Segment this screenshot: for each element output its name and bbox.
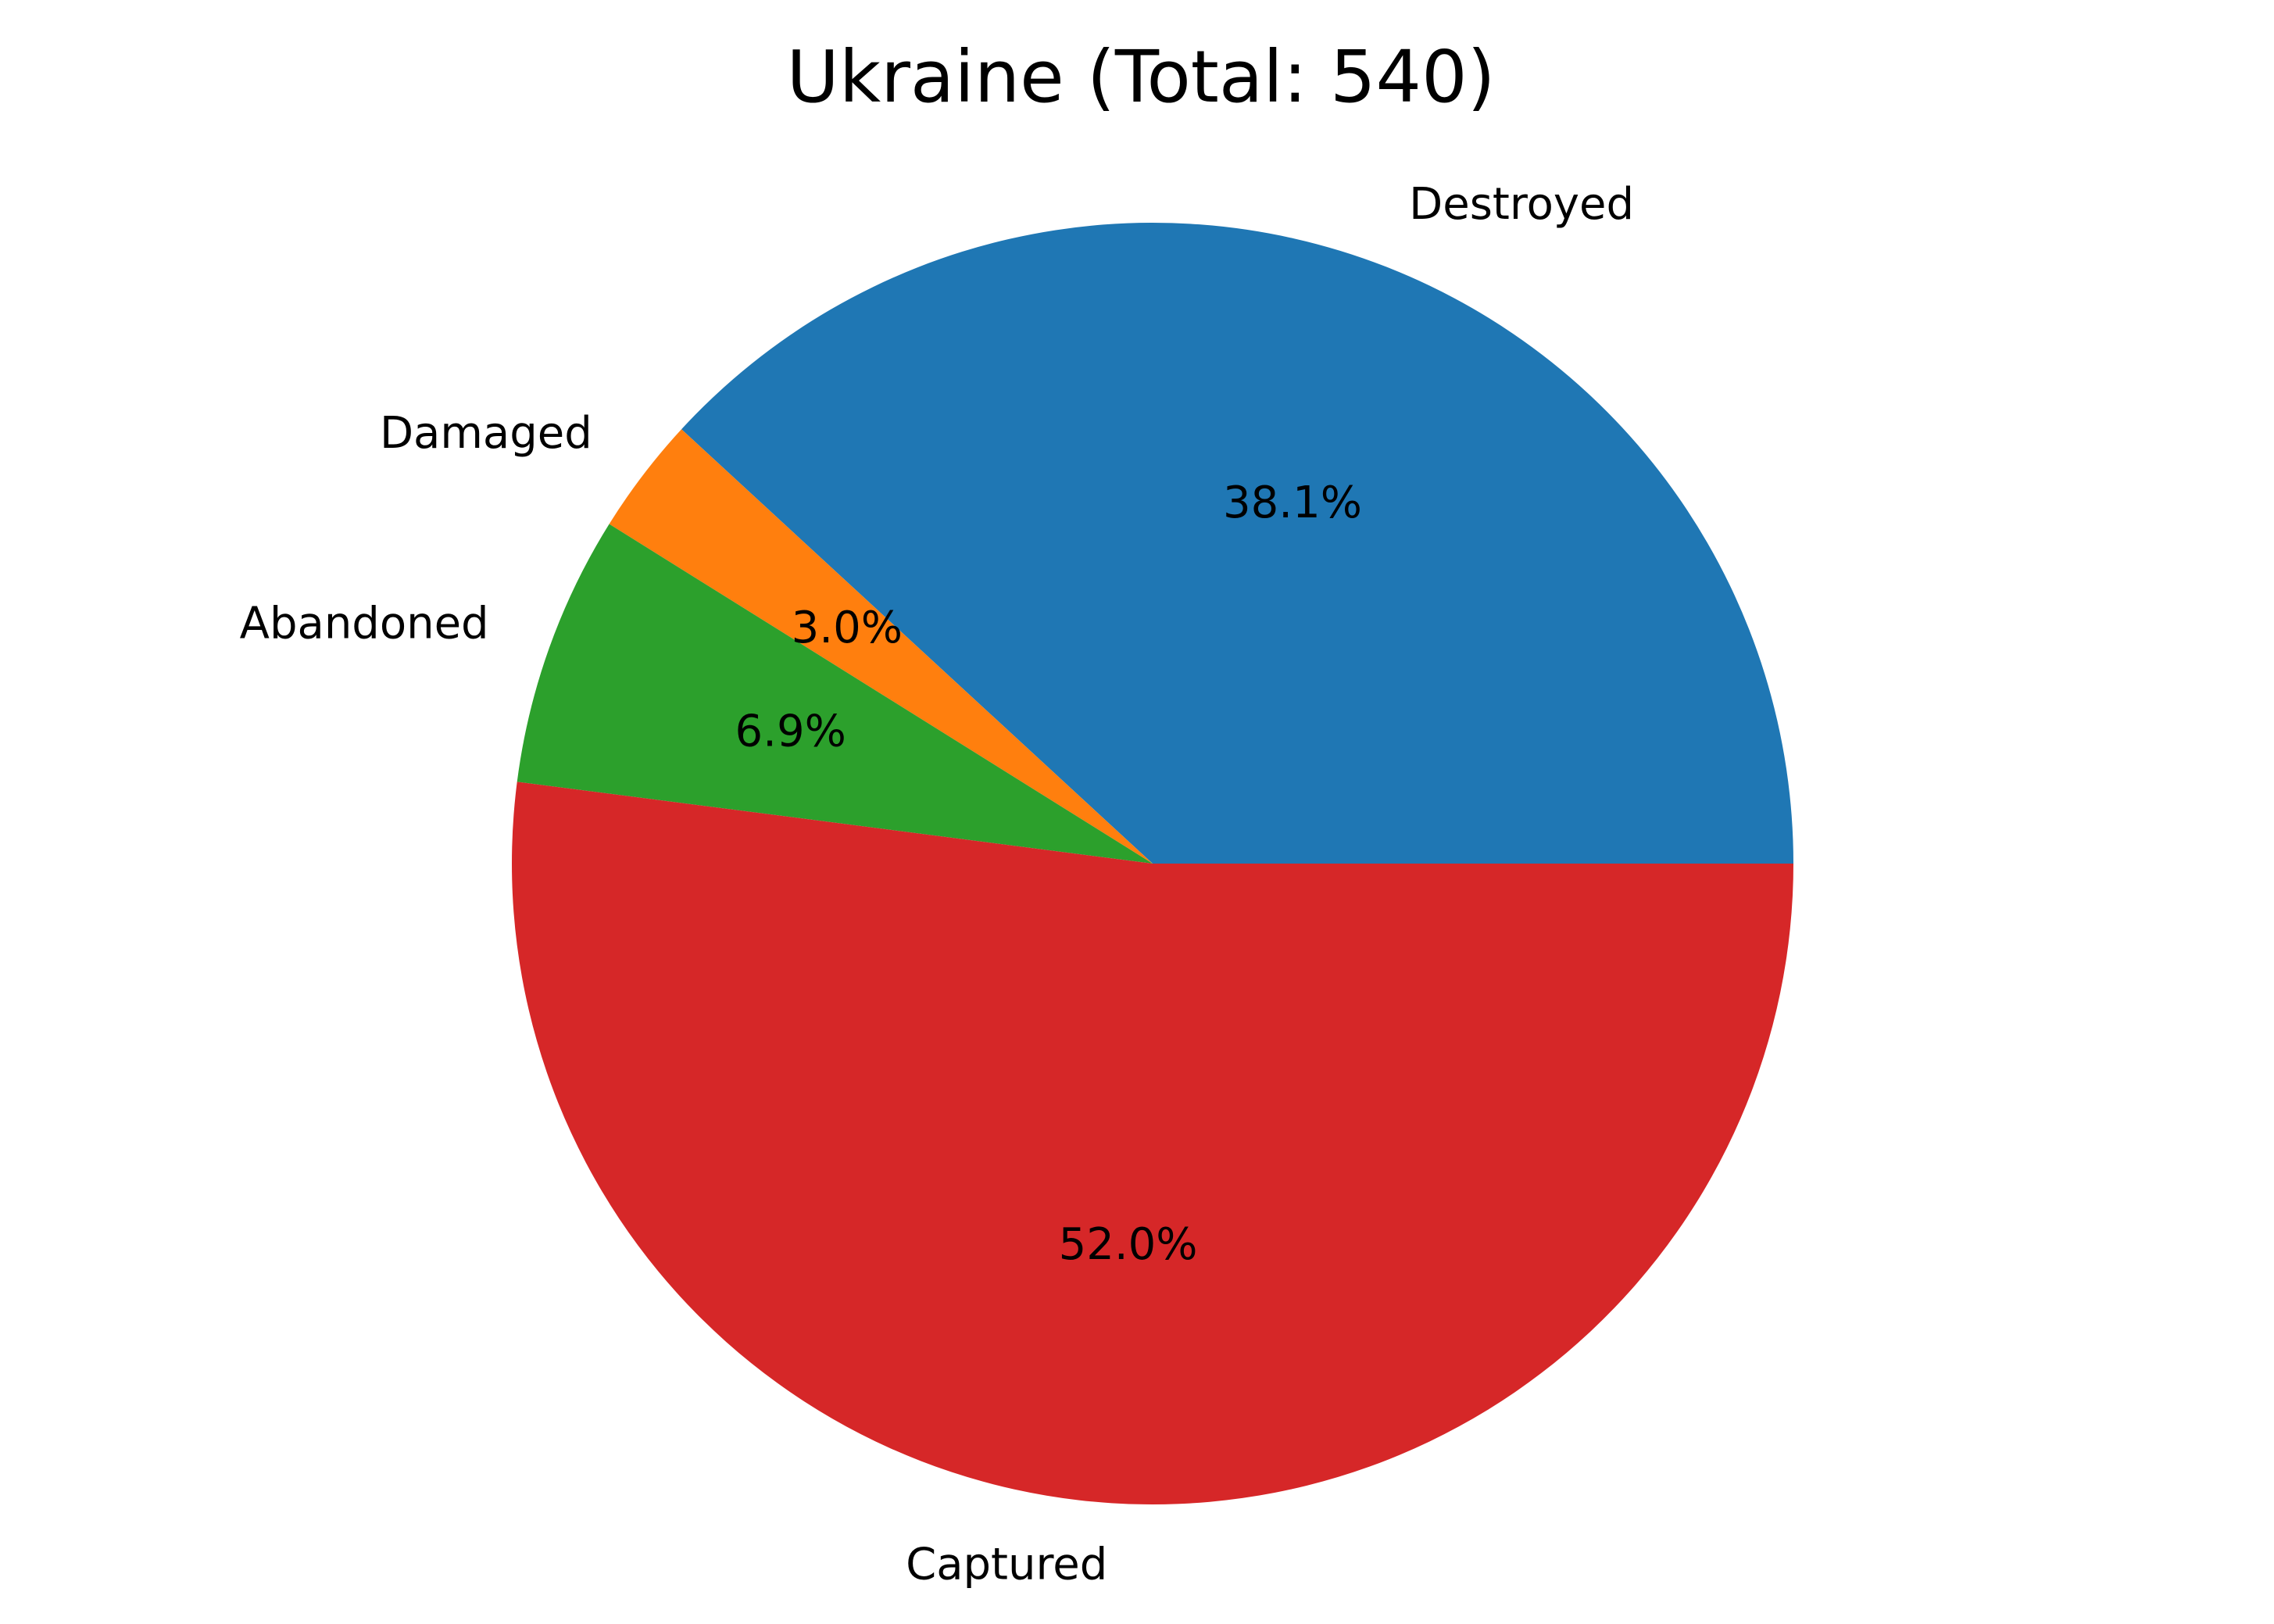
percent-label-destroyed: 38.1% (1223, 478, 1362, 528)
slice-label-captured: Captured (906, 1539, 1107, 1590)
percent-label-abandoned: 6.9% (735, 706, 846, 757)
chart-title: Ukraine (Total: 540) (786, 35, 1495, 119)
percent-label-captured: 52.0% (1059, 1219, 1198, 1270)
pie-slices (512, 223, 1794, 1505)
pie-slice-captured (512, 782, 1794, 1505)
pie-slice-abandoned (517, 524, 1153, 864)
slice-label-destroyed: Destroyed (1409, 179, 1634, 230)
slice-label-abandoned: Abandoned (240, 599, 489, 649)
pie-slice-destroyed (681, 223, 1793, 864)
percent-label-damaged: 3.0% (792, 603, 903, 653)
pie-labels: Destroyed 38.1% Damaged 3.0% Abandoned 6.9% Ca… (240, 179, 1634, 1590)
pie-slice-damaged (609, 429, 1153, 864)
slice-label-damaged: Damaged (380, 408, 592, 459)
